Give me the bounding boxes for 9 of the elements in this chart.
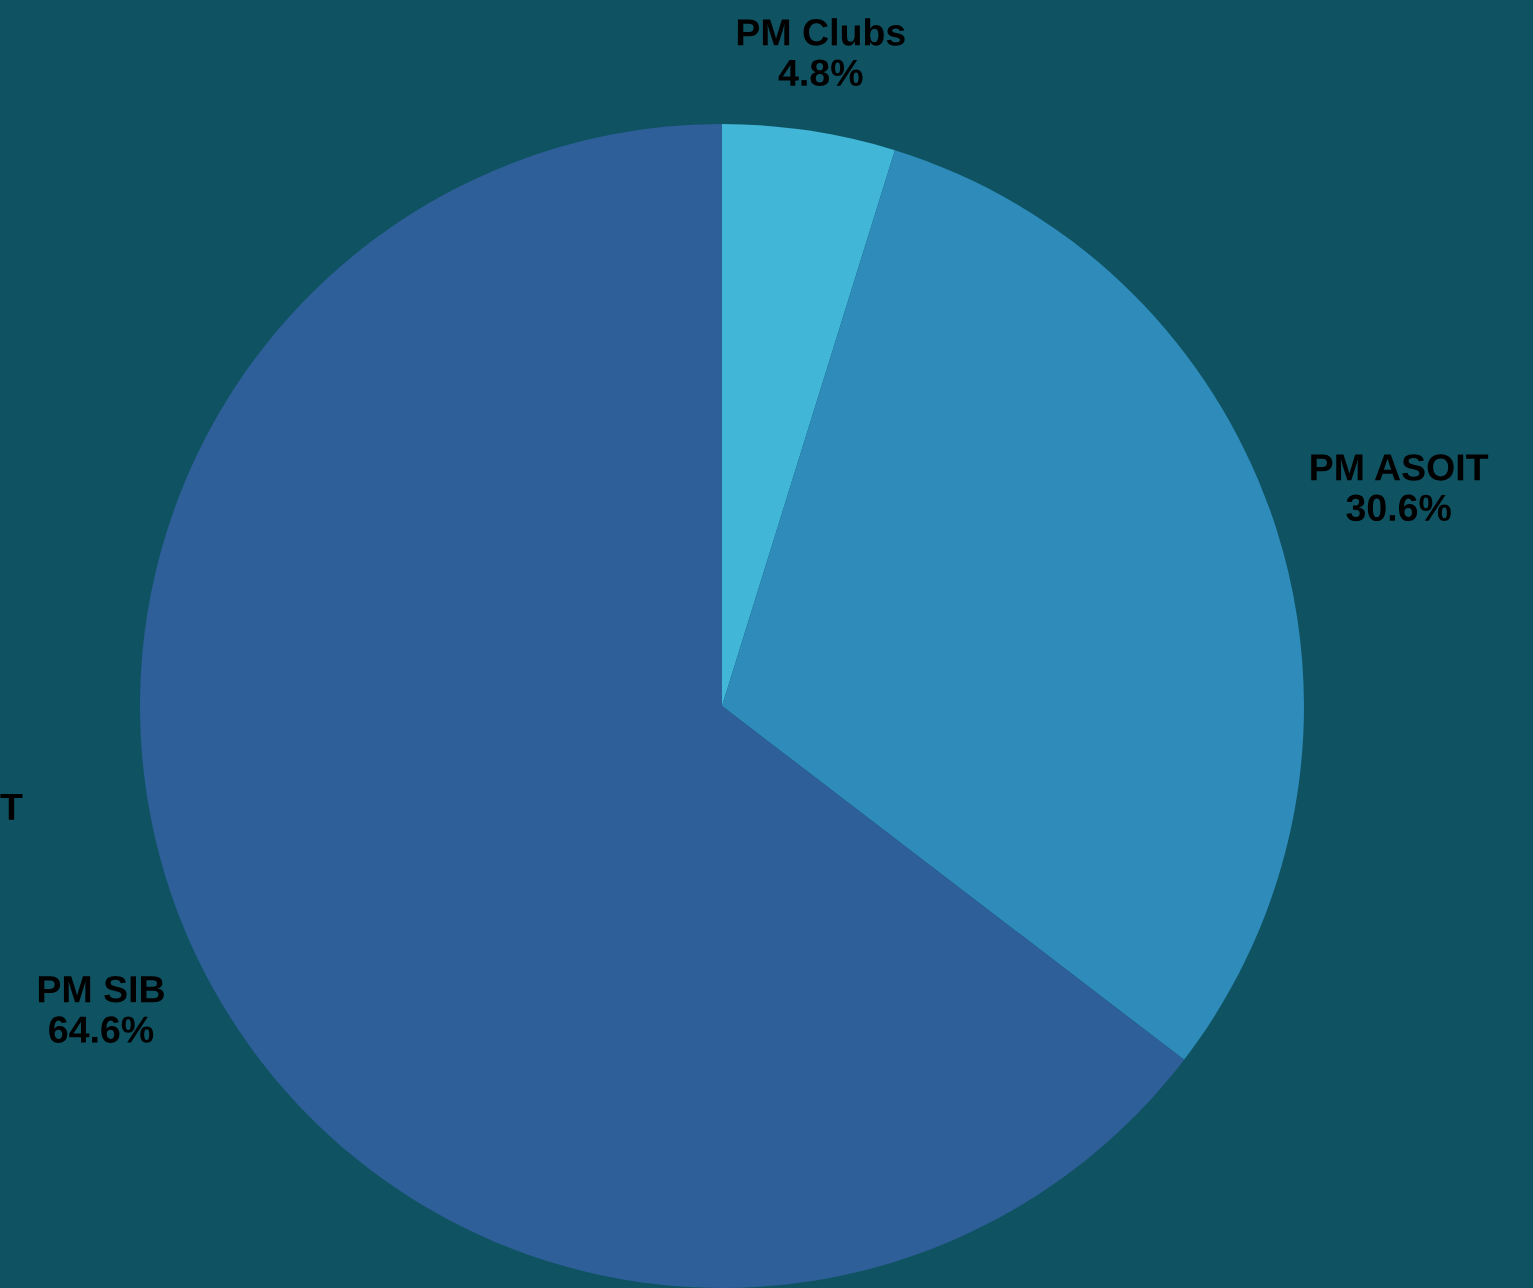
pie-slice bbox=[722, 150, 1304, 1060]
data-label: 30.6% bbox=[1346, 494, 1451, 522]
pie-slice bbox=[722, 124, 895, 706]
data-label: 4.8% bbox=[778, 59, 863, 87]
data-label: 64.6% bbox=[49, 1016, 154, 1043]
slice-label: PM SIB bbox=[38, 975, 164, 1003]
text: T bbox=[0, 793, 23, 820]
slice-label: PM ASOIT bbox=[1311, 454, 1489, 481]
slice-label: PM Clubs bbox=[737, 18, 905, 46]
